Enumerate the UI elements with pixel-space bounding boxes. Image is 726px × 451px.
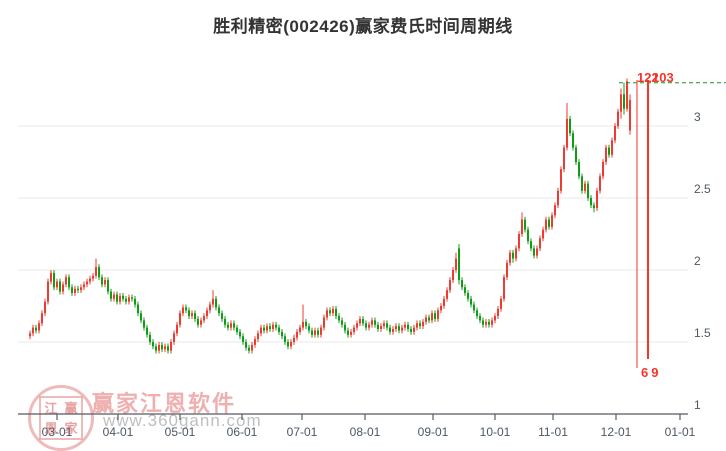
svg-text:69: 69 <box>641 365 661 380</box>
svg-text:1.5: 1.5 <box>694 326 711 340</box>
watermark-brand-text: 赢家江恩软件 <box>92 391 237 416</box>
watermark-seal-characters: 江 赢 恩 家 <box>39 396 83 440</box>
svg-text:09-01: 09-01 <box>418 425 449 439</box>
svg-text:12-01: 12-01 <box>601 425 632 439</box>
svg-text:2.5: 2.5 <box>694 182 711 196</box>
svg-text:07-01: 07-01 <box>287 425 318 439</box>
seal-char: 家 <box>64 420 78 436</box>
svg-text:05-01: 05-01 <box>165 425 196 439</box>
svg-text:3: 3 <box>694 110 701 124</box>
chart-title: 胜利精密(002426)赢家费氏时间周期线 <box>213 17 513 36</box>
watermark-url-text: www.360gann.com <box>103 411 262 430</box>
svg-text:06-01: 06-01 <box>227 425 258 439</box>
svg-text:10-01: 10-01 <box>480 425 511 439</box>
svg-text:11-01: 11-01 <box>538 425 568 439</box>
svg-text:03-01: 03-01 <box>42 425 73 439</box>
seal-char: 赢 <box>64 400 78 416</box>
svg-text:122: 122 <box>637 70 659 85</box>
y-axis-labels: 3 2.5 2 1.5 1 <box>694 110 711 412</box>
candles <box>29 78 631 354</box>
svg-text:2: 2 <box>694 254 701 268</box>
svg-text:04-01: 04-01 <box>103 425 134 439</box>
svg-text:103: 103 <box>652 70 674 85</box>
svg-text:08-01: 08-01 <box>350 425 381 439</box>
seal-char: 江 <box>44 400 58 416</box>
svg-text:1: 1 <box>694 398 701 412</box>
gridlines <box>18 125 688 343</box>
x-axis: 03-01 04-01 05-01 06-01 07-01 08-01 09-01 10-01… <box>18 413 696 439</box>
svg-text:01-01: 01-01 <box>665 425 696 439</box>
fibonacci-time-cycle-lines <box>636 80 649 368</box>
seal-char: 恩 <box>44 420 58 436</box>
